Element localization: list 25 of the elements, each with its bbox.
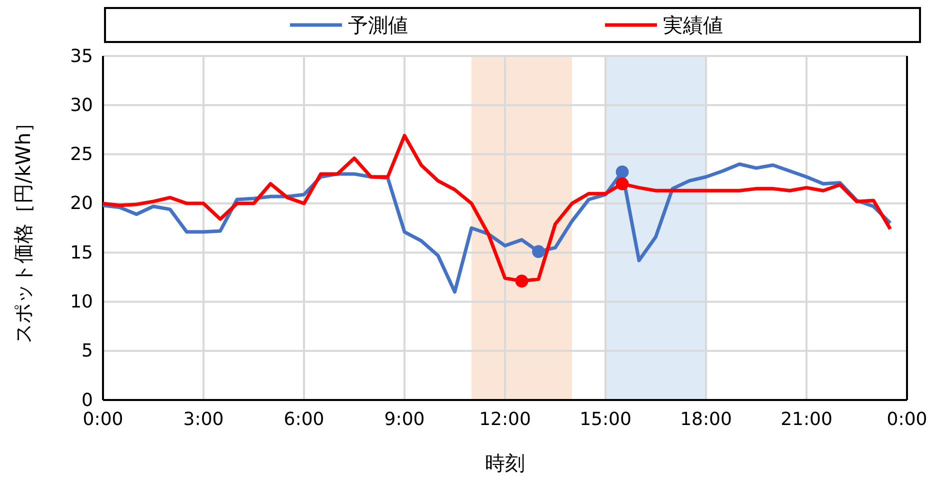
y-tick-label: 35 bbox=[70, 46, 93, 67]
y-tick-label: 10 bbox=[70, 291, 93, 312]
y-tick-label: 15 bbox=[70, 242, 93, 264]
x-tick-label: 0:00 bbox=[82, 408, 124, 430]
point bbox=[616, 166, 629, 178]
x-axis-title: 時刻 bbox=[485, 451, 525, 475]
y-tick-label: 20 bbox=[70, 193, 93, 214]
y-tick-label: 25 bbox=[70, 144, 93, 166]
x-tick-label: 21:00 bbox=[780, 408, 832, 430]
y-tick-label: 0 bbox=[82, 390, 93, 411]
y-tick-label: 30 bbox=[70, 94, 93, 116]
x-tick-label: 15:00 bbox=[580, 408, 632, 430]
point bbox=[515, 274, 528, 288]
legend-label: 実績値 bbox=[663, 13, 723, 37]
x-tick-label: 0:00 bbox=[886, 408, 928, 430]
x-tick-label: 9:00 bbox=[384, 408, 425, 430]
legend-label: 予測値 bbox=[348, 13, 408, 37]
x-tick-label: 3:00 bbox=[183, 408, 224, 430]
y-axis-title: スポット価格［円/kWh］ bbox=[11, 112, 35, 344]
y-tick-label: 5 bbox=[82, 340, 93, 362]
x-tick-label: 12:00 bbox=[479, 408, 531, 430]
x-tick-label: 6:00 bbox=[284, 408, 324, 430]
point bbox=[532, 245, 545, 258]
x-tick-label: 18:00 bbox=[680, 408, 732, 430]
point bbox=[616, 177, 629, 190]
